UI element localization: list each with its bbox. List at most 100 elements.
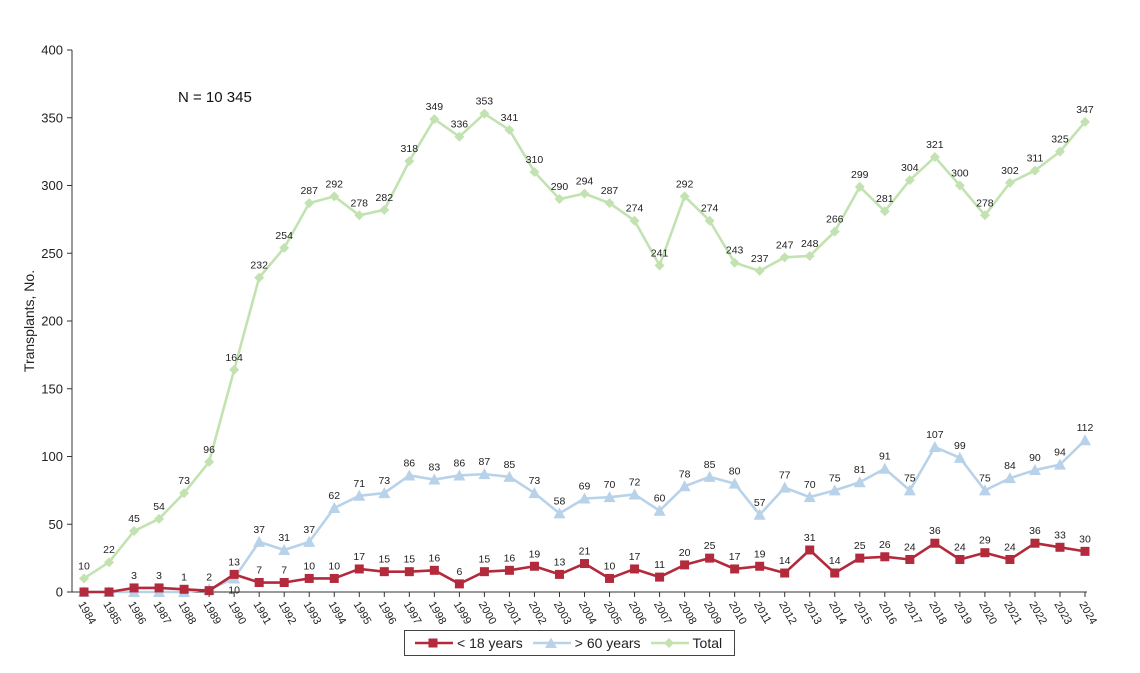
data-label: 6 — [456, 566, 462, 578]
x-tick-label: 2019 — [951, 600, 974, 627]
legend-item-total: Total — [649, 635, 722, 651]
x-tick-label: 2017 — [901, 600, 924, 627]
data-point — [955, 554, 965, 564]
data-point — [678, 480, 691, 492]
data-point — [404, 156, 415, 167]
data-point — [229, 364, 240, 375]
data-point — [729, 257, 740, 268]
x-tick-label: 2020 — [976, 600, 999, 627]
legend: < 18 years > 60 years Total — [404, 630, 736, 656]
data-point — [653, 504, 666, 516]
data-label: 73 — [378, 475, 390, 487]
data-label: 243 — [726, 245, 744, 257]
data-point — [728, 477, 741, 489]
data-label: 73 — [178, 475, 190, 487]
data-point — [254, 578, 264, 588]
data-label: 325 — [1051, 134, 1069, 146]
data-point — [755, 561, 765, 571]
y-tick-label: 0 — [56, 585, 63, 600]
data-label: 73 — [529, 475, 541, 487]
x-tick-label: 2013 — [801, 600, 824, 627]
data-point — [504, 124, 515, 135]
data-label: 112 — [1077, 422, 1094, 434]
data-label: 282 — [376, 192, 394, 204]
data-label: 17 — [729, 551, 741, 563]
data-label: 96 — [203, 444, 215, 456]
data-label: 15 — [403, 554, 415, 566]
data-label: 247 — [776, 239, 794, 251]
data-label: 232 — [250, 260, 268, 272]
data-point — [104, 557, 115, 568]
data-point — [353, 489, 366, 501]
data-point — [930, 538, 940, 548]
x-tick-label: 2006 — [626, 600, 649, 627]
data-label: 13 — [228, 556, 240, 568]
data-label: 16 — [504, 552, 516, 564]
data-label: 292 — [676, 178, 694, 190]
data-label: 347 — [1076, 104, 1094, 116]
x-tick-label: 1987 — [150, 600, 173, 627]
data-label: 36 — [1029, 525, 1041, 537]
data-point — [278, 543, 291, 555]
triangle-marker-icon — [532, 637, 571, 648]
data-point — [354, 564, 364, 574]
data-label: 77 — [779, 470, 791, 482]
data-point — [479, 567, 489, 577]
data-label: 78 — [679, 468, 691, 480]
data-label: 302 — [1001, 165, 1019, 177]
data-point — [1030, 538, 1040, 548]
data-point — [104, 587, 114, 597]
data-point — [1004, 177, 1015, 188]
x-tick-label: 1999 — [451, 600, 474, 627]
y-tick-label: 300 — [41, 178, 63, 193]
data-label: 14 — [779, 555, 791, 567]
data-label: 10 — [78, 560, 90, 572]
data-point — [754, 265, 765, 276]
series-total — [79, 108, 1090, 584]
y-tick-label: 150 — [41, 381, 63, 396]
n-annotation: N = 10 345 — [178, 89, 252, 106]
data-point — [1003, 472, 1016, 484]
y-tick-label: 400 — [41, 43, 63, 58]
data-label: 299 — [851, 169, 869, 181]
data-label: 91 — [879, 451, 891, 463]
data-label: 94 — [1054, 447, 1066, 459]
data-label: 83 — [429, 462, 441, 474]
data-label: 300 — [951, 168, 969, 180]
data-point — [503, 470, 516, 482]
y-tick-label: 200 — [41, 314, 63, 329]
data-point — [1054, 146, 1065, 157]
data-point — [1079, 434, 1091, 446]
x-tick-label: 2015 — [851, 600, 874, 627]
x-tick-label: 1984 — [75, 600, 98, 627]
data-label: 10 — [328, 560, 340, 572]
y-tick-label: 250 — [41, 246, 63, 261]
data-label: 336 — [451, 119, 469, 131]
x-tick-label: 2018 — [926, 600, 949, 627]
data-point — [229, 569, 239, 579]
data-label: 24 — [904, 541, 916, 553]
legend-item-over-60: > 60 years — [531, 635, 641, 651]
data-point — [454, 579, 464, 589]
data-point — [253, 535, 266, 547]
data-label: 278 — [976, 197, 994, 209]
data-point — [504, 565, 514, 575]
data-point — [805, 545, 815, 555]
data-point — [928, 441, 941, 453]
data-point — [703, 470, 716, 482]
x-tick-label: 2021 — [1001, 600, 1024, 627]
data-label: 84 — [1004, 460, 1016, 472]
data-point — [605, 573, 615, 583]
data-point — [879, 206, 890, 217]
data-point — [429, 565, 439, 575]
square-marker-icon — [415, 638, 453, 648]
data-label: 33 — [1054, 529, 1066, 541]
x-tick-label: 2023 — [1051, 600, 1074, 627]
data-point — [529, 561, 539, 571]
x-tick-label: 2024 — [1076, 600, 1099, 627]
x-tick-label: 2009 — [701, 600, 724, 627]
x-tick-label: 2011 — [751, 600, 773, 626]
data-point — [655, 572, 665, 582]
data-point — [479, 108, 490, 119]
data-label: 294 — [576, 176, 594, 188]
